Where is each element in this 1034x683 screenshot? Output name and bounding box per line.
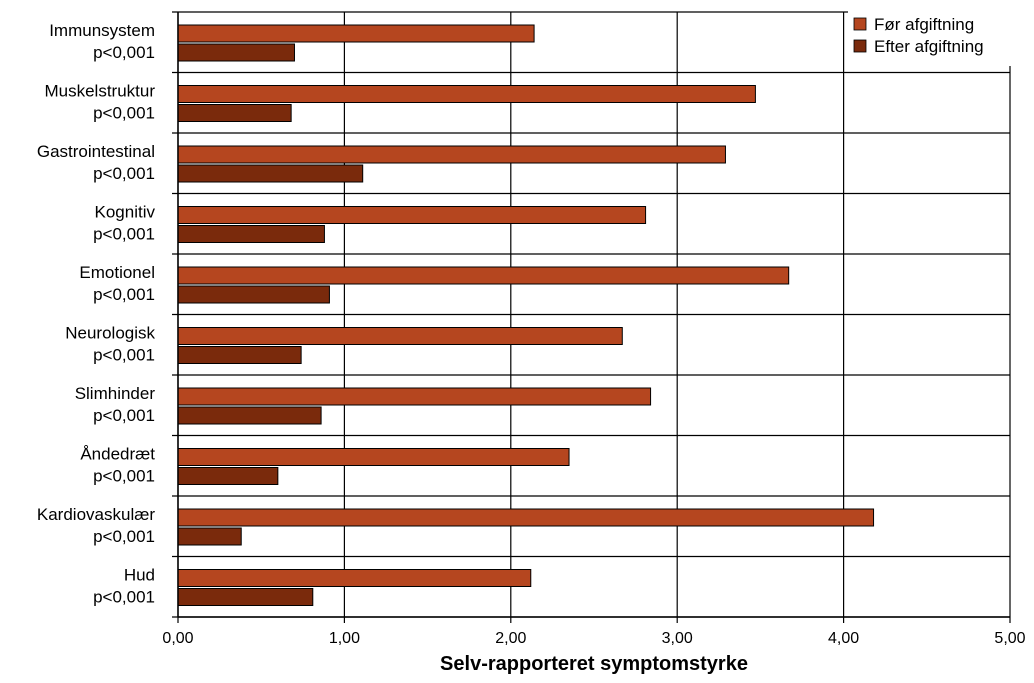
- bar-before: [177, 266, 790, 285]
- p-value-label: p<0,001: [93, 527, 155, 546]
- bar-before: [177, 85, 756, 103]
- bar-after: [177, 225, 325, 243]
- bar-before: [177, 569, 532, 587]
- legend-label: Efter afgiftning: [874, 37, 984, 56]
- legend-swatch: [853, 17, 867, 31]
- x-tick-label: 3,00: [662, 630, 693, 647]
- category-label: Kognitiv: [95, 203, 156, 222]
- category-label: Emotionel: [79, 263, 155, 282]
- bar-before: [177, 508, 875, 527]
- p-value-label: p<0,001: [93, 43, 155, 62]
- bar-after: [177, 164, 364, 183]
- bar-after: [177, 43, 295, 62]
- category-label: Muskelstruktur: [44, 82, 155, 101]
- legend-box: [848, 10, 1012, 66]
- bar-before: [177, 206, 647, 224]
- bar-after: [177, 406, 322, 425]
- bar-after: [177, 285, 330, 304]
- p-value-label: p<0,001: [93, 467, 155, 486]
- category-label: Neurologisk: [65, 324, 155, 343]
- bar-after: [177, 467, 279, 485]
- x-tick-label: 2,00: [495, 630, 526, 647]
- p-value-label: p<0,001: [93, 225, 155, 244]
- p-value-label: p<0,001: [93, 164, 155, 183]
- p-value-label: p<0,001: [93, 104, 155, 123]
- x-tick-label: 4,00: [828, 630, 859, 647]
- p-value-label: p<0,001: [93, 346, 155, 365]
- category-label: Immunsystem: [49, 21, 155, 40]
- bar-before: [177, 387, 652, 406]
- bar-after: [177, 104, 292, 122]
- category-label: Åndedræt: [80, 445, 155, 464]
- category-label: Kardiovaskulær: [37, 505, 155, 524]
- bars: [177, 24, 875, 606]
- category-label: Hud: [124, 566, 155, 585]
- bar-before: [177, 145, 726, 164]
- bar-before: [177, 24, 535, 43]
- legend-swatch: [853, 39, 867, 53]
- category-label: Slimhinder: [75, 384, 156, 403]
- x-tick-label: 0,00: [162, 630, 193, 647]
- bar-after: [177, 588, 314, 606]
- bar-before: [177, 448, 570, 466]
- legend-label: Før afgiftning: [874, 15, 974, 34]
- p-value-label: p<0,001: [93, 406, 155, 425]
- category-labels: Immunsystem p<0,001 Muskelstruktur p<0,001 G…: [37, 21, 156, 607]
- x-tick-label: 1,00: [329, 630, 360, 647]
- category-label: Gastrointestinal: [37, 142, 155, 161]
- legend: Før afgiftning Efter afgiftning: [848, 10, 1012, 66]
- p-value-label: p<0,001: [93, 285, 155, 304]
- axes: 0,00 1,00 2,00 3,00 4,00 5,00: [162, 12, 1026, 647]
- bar-after: [177, 527, 242, 546]
- bar-before: [177, 327, 623, 345]
- bar-after: [177, 346, 302, 364]
- x-tick-label: 5,00: [994, 630, 1025, 647]
- p-value-label: p<0,001: [93, 588, 155, 607]
- x-axis-title: Selv-rapporteret symptomstyrke: [440, 653, 748, 675]
